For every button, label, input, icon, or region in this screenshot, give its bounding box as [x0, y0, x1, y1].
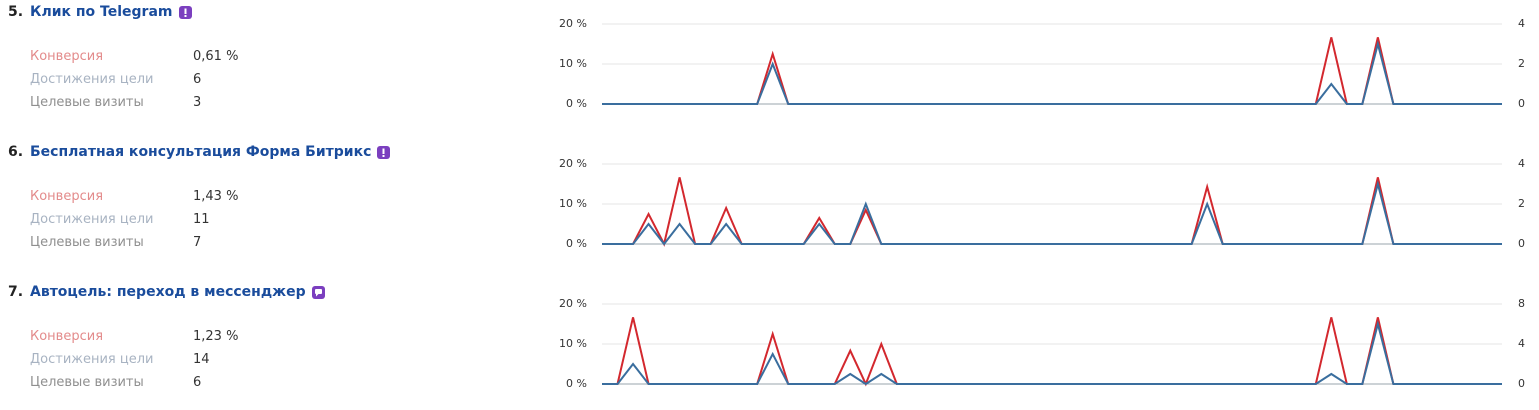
y2-tick-label: 0	[1518, 97, 1525, 110]
goal-title[interactable]: Клик по Telegram	[30, 4, 173, 20]
metric-row: Достижения цели 14	[30, 352, 210, 367]
goal: 5. Клик по Telegram Конверсия 0,61 % Достиж…	[0, 0, 560, 130]
series-line	[602, 37, 1502, 105]
metric-value: 1,23 %	[193, 329, 239, 344]
metric-row: Конверсия 0,61 %	[30, 49, 238, 64]
y-tick-label: 20 %	[559, 157, 587, 170]
goal-number: 7.	[8, 284, 24, 300]
metric-row: Конверсия 1,43 %	[30, 189, 238, 204]
metric-value: 1,43 %	[193, 189, 239, 204]
goal-number: 5.	[8, 4, 24, 20]
y-tick-label: 20 %	[559, 17, 587, 30]
metric-row: Достижения цели 6	[30, 72, 201, 87]
metric-row: Достижения цели 11	[30, 212, 210, 227]
metric-label: Достижения цели	[30, 212, 154, 227]
metric-row: Целевые визиты 6	[30, 375, 201, 390]
goal-title[interactable]: Бесплатная консультация Форма Битрикс	[30, 144, 372, 160]
metric-value: 0,61 %	[193, 49, 239, 64]
metric-label: Конверсия	[30, 49, 104, 64]
y-tick-label: 10 %	[559, 197, 587, 210]
goal: 6. Бесплатная консультация Форма Битрикс …	[0, 140, 560, 270]
goal-header[interactable]: 5. Клик по Telegram	[8, 4, 192, 20]
messenger-icon	[311, 285, 325, 299]
y-tick-label: 20 %	[559, 297, 587, 310]
goal-header[interactable]: 7. Автоцель: переход в мессенджер	[8, 284, 325, 300]
metric-value: 14	[193, 352, 210, 367]
y2-tick-label: 4	[1518, 157, 1525, 170]
goal: 7. Автоцель: переход в мессенджер Конверс…	[0, 280, 560, 410]
metric-label: Достижения цели	[30, 352, 154, 367]
y2-tick-label: 0	[1518, 377, 1525, 390]
metric-value: 11	[193, 212, 210, 227]
y-tick-label: 0 %	[566, 237, 587, 250]
y2-tick-label: 0	[1518, 237, 1525, 250]
goal-header[interactable]: 6. Бесплатная консультация Форма Битрикс	[8, 144, 391, 160]
y-tick-label: 10 %	[559, 57, 587, 70]
metric-value: 7	[193, 235, 202, 250]
metric-row: Целевые визиты 3	[30, 95, 201, 110]
goal-title[interactable]: Автоцель: переход в мессенджер	[30, 284, 306, 300]
metric-value: 6	[193, 375, 202, 390]
y-tick-label: 10 %	[559, 337, 587, 350]
series-line	[602, 180, 1502, 246]
metric-label: Конверсия	[30, 329, 104, 344]
metric-label: Достижения цели	[30, 72, 154, 87]
metric-label: Целевые визиты	[30, 95, 144, 110]
metric-value: 6	[193, 72, 202, 87]
metric-label: Конверсия	[30, 189, 104, 204]
metric-row: Целевые визиты 7	[30, 235, 201, 250]
y-tick-label: 0 %	[566, 97, 587, 110]
y-tick-label: 0 %	[566, 377, 587, 390]
warning-icon	[377, 145, 391, 159]
series-line	[602, 177, 1502, 247]
metric-row: Конверсия 1,23 %	[30, 329, 238, 344]
warning-icon	[178, 5, 192, 19]
y2-tick-label: 4	[1518, 17, 1525, 30]
series-line	[602, 40, 1502, 105]
series-line	[602, 320, 1502, 386]
y2-tick-label: 2	[1518, 197, 1525, 210]
y2-tick-label: 8	[1518, 297, 1525, 310]
goal-number: 6.	[8, 144, 24, 160]
y2-tick-label: 2	[1518, 57, 1525, 70]
y2-tick-label: 4	[1518, 337, 1525, 350]
metric-label: Целевые визиты	[30, 375, 144, 390]
metric-label: Целевые визиты	[30, 235, 144, 250]
metric-value: 3	[193, 95, 202, 110]
series-line	[602, 317, 1502, 387]
